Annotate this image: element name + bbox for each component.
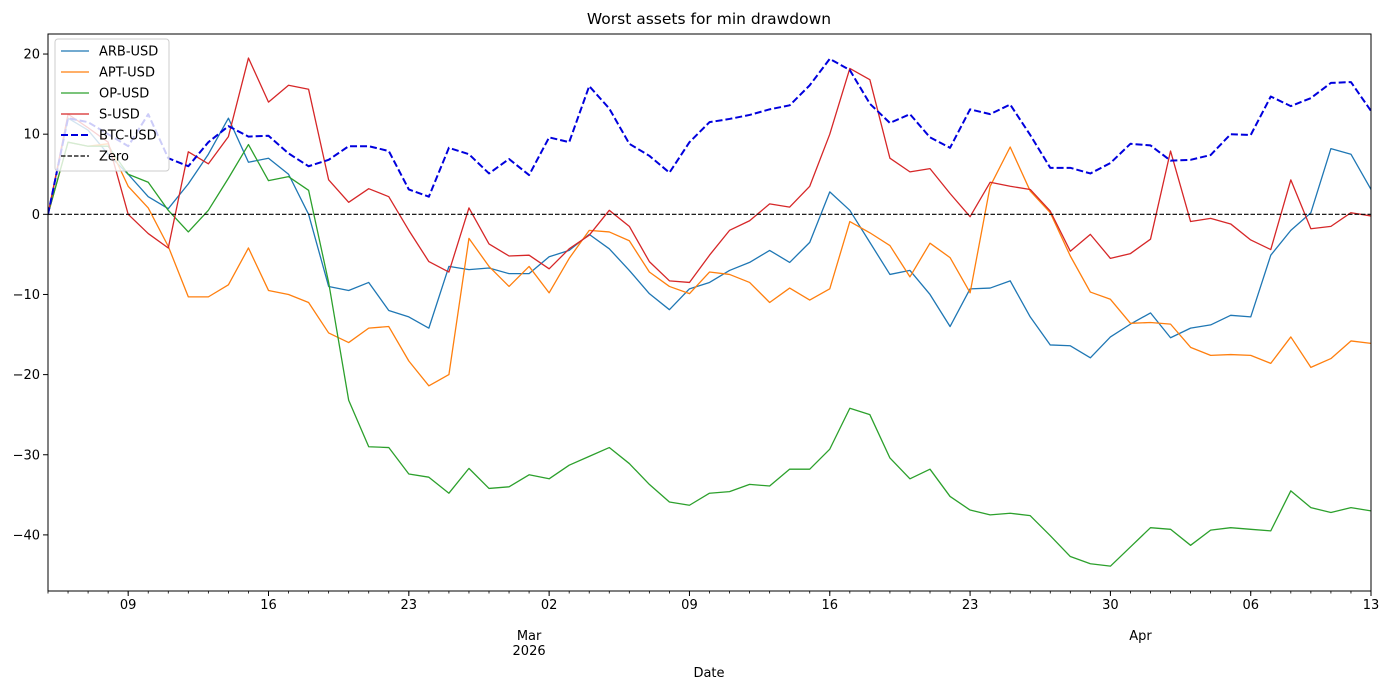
y-tick-label: 0 xyxy=(32,208,40,223)
x-tick-label: 16 xyxy=(821,598,838,613)
series-group xyxy=(48,57,1371,567)
x-tick-label: 30 xyxy=(1102,598,1119,613)
x-tick-label: 09 xyxy=(120,598,137,613)
legend-label-btc-usd: BTC-USD xyxy=(99,129,157,144)
series-line-btc-usd xyxy=(48,57,1371,215)
y-tick-label: −30 xyxy=(13,448,40,463)
plot-area: 20 10 0 −10 −20 −30 −40 09 16 23 02 09 16 23 30 06 13 Mar… xyxy=(13,33,1380,659)
x-month-label: Apr xyxy=(1129,629,1152,644)
y-tick-label: −20 xyxy=(13,368,40,383)
series-line-op-usd xyxy=(48,141,1371,567)
series-line-s-usd xyxy=(48,57,1371,284)
legend-label-apt-usd: APT-USD xyxy=(99,66,155,81)
x-axis-label: Date xyxy=(693,666,724,681)
chart-title: Worst assets for min drawdown xyxy=(587,10,831,28)
y-tick-label: −40 xyxy=(13,528,40,543)
y-tick-label: −10 xyxy=(13,288,40,303)
x-month-label: 2026 xyxy=(513,644,546,659)
y-tick-label: 10 xyxy=(23,128,40,143)
series-line-apt-usd xyxy=(48,141,1371,387)
x-tick-label: 23 xyxy=(401,598,418,613)
x-tick-label: 06 xyxy=(1242,598,1259,613)
legend: ARB-USD APT-USD OP-USD S-USD BTC-USD Zero xyxy=(54,38,170,172)
legend-label-s-usd: S-USD xyxy=(99,108,140,123)
y-tick-label: 20 xyxy=(23,48,40,63)
x-tick-label: 16 xyxy=(260,598,277,613)
legend-label-arb-usd: ARB-USD xyxy=(99,45,158,60)
x-tick-label: 09 xyxy=(681,598,698,613)
x-tick-label: 23 xyxy=(962,598,979,613)
x-month-label: Mar xyxy=(517,629,542,644)
x-tick-label: 13 xyxy=(1363,598,1380,613)
x-tick-label: 02 xyxy=(541,598,558,613)
legend-label-op-usd: OP-USD xyxy=(99,87,149,102)
series-line-arb-usd xyxy=(48,117,1371,359)
legend-label-zero: Zero xyxy=(99,150,129,165)
